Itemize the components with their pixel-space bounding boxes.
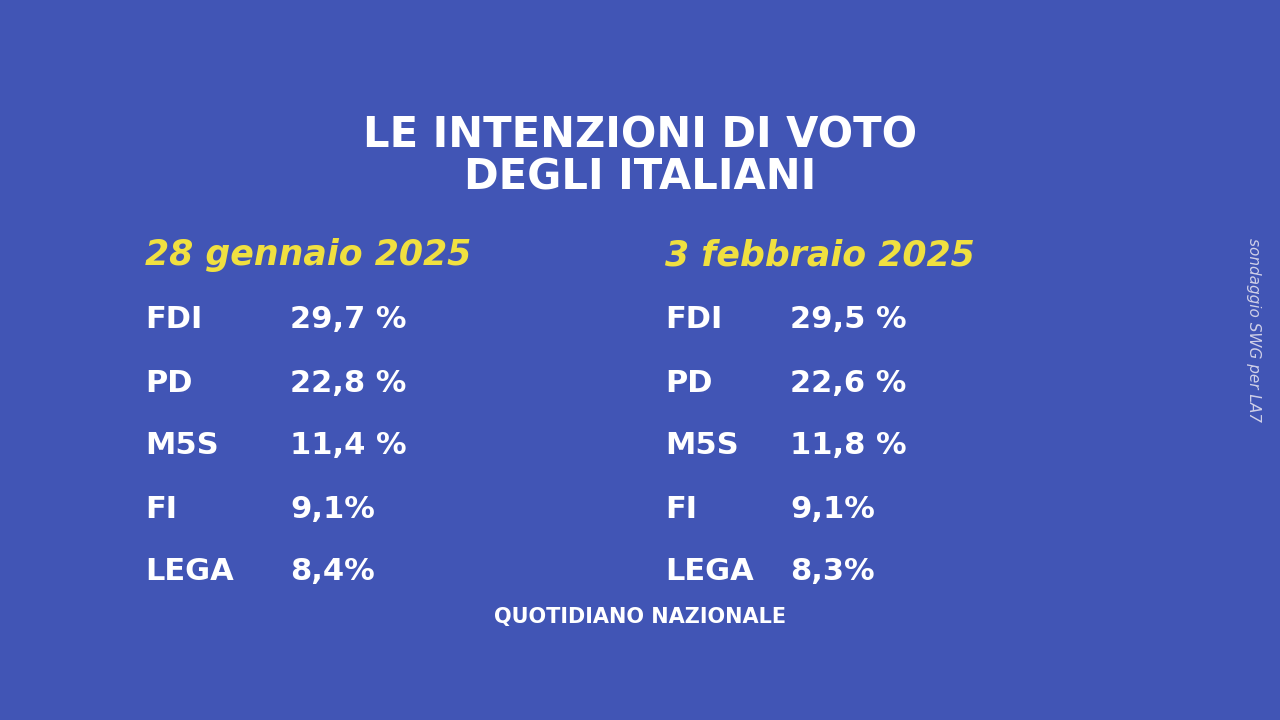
- Text: 9,1%: 9,1%: [790, 495, 874, 523]
- Text: FI: FI: [145, 495, 177, 523]
- Text: 11,8 %: 11,8 %: [790, 431, 906, 461]
- Text: FDI: FDI: [666, 305, 722, 335]
- Text: sondaggio SWG per LA7: sondaggio SWG per LA7: [1245, 238, 1261, 422]
- Text: 8,3%: 8,3%: [790, 557, 874, 587]
- Text: 8,4%: 8,4%: [291, 557, 375, 587]
- Text: FDI: FDI: [145, 305, 202, 335]
- Text: FI: FI: [666, 495, 698, 523]
- Text: QUOTIDIANO NAZIONALE: QUOTIDIANO NAZIONALE: [494, 607, 786, 627]
- Text: 29,7 %: 29,7 %: [291, 305, 407, 335]
- Text: LEGA: LEGA: [666, 557, 754, 587]
- Text: LEGA: LEGA: [145, 557, 234, 587]
- Text: 22,6 %: 22,6 %: [790, 369, 906, 397]
- Text: PD: PD: [666, 369, 713, 397]
- Text: M5S: M5S: [145, 431, 219, 461]
- Text: M5S: M5S: [666, 431, 739, 461]
- Text: 11,4 %: 11,4 %: [291, 431, 407, 461]
- Text: 29,5 %: 29,5 %: [790, 305, 906, 335]
- Text: LE INTENZIONI DI VOTO: LE INTENZIONI DI VOTO: [364, 114, 916, 156]
- Text: 3 febbraio 2025: 3 febbraio 2025: [666, 238, 975, 272]
- Text: 28 gennaio 2025: 28 gennaio 2025: [145, 238, 471, 272]
- Text: PD: PD: [145, 369, 192, 397]
- Text: 22,8 %: 22,8 %: [291, 369, 406, 397]
- Text: DEGLI ITALIANI: DEGLI ITALIANI: [463, 156, 817, 198]
- Text: 9,1%: 9,1%: [291, 495, 375, 523]
